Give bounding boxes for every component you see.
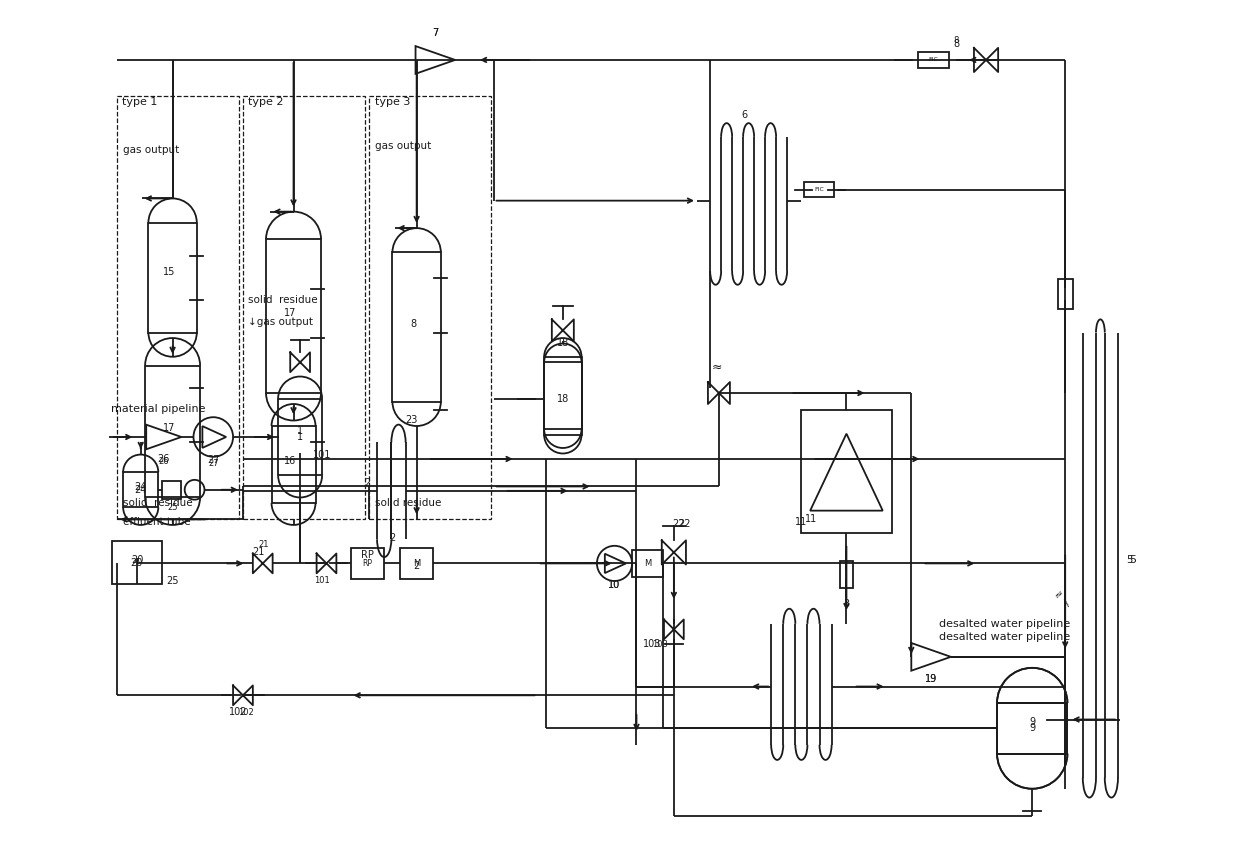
Text: type 3: type 3 bbox=[374, 98, 410, 107]
Text: 24: 24 bbox=[134, 484, 146, 495]
Bar bbox=[544, 362, 582, 435]
Text: M: M bbox=[413, 559, 420, 568]
Text: 8: 8 bbox=[954, 39, 960, 49]
Text: 2: 2 bbox=[413, 561, 420, 571]
Text: solid  residue: solid residue bbox=[248, 295, 319, 305]
Text: 17: 17 bbox=[164, 424, 176, 433]
Text: 20: 20 bbox=[131, 555, 144, 565]
Text: 9: 9 bbox=[1029, 723, 1035, 733]
Text: type 1: type 1 bbox=[122, 98, 157, 107]
Text: 7: 7 bbox=[433, 28, 439, 38]
Bar bbox=[401, 548, 433, 579]
Text: desalted water pipeline: desalted water pipeline bbox=[939, 619, 1070, 629]
Text: 103: 103 bbox=[642, 639, 661, 649]
Text: 27: 27 bbox=[207, 455, 219, 465]
Bar bbox=[997, 703, 1068, 754]
Text: 2: 2 bbox=[365, 479, 371, 489]
Text: solid  residue: solid residue bbox=[123, 498, 192, 508]
Text: 23: 23 bbox=[405, 415, 418, 425]
Text: gas output: gas output bbox=[123, 145, 180, 156]
Text: 26: 26 bbox=[159, 458, 169, 467]
Text: 10: 10 bbox=[609, 579, 621, 590]
Text: 101: 101 bbox=[314, 576, 330, 585]
Text: 6: 6 bbox=[742, 110, 748, 120]
Text: 102: 102 bbox=[238, 708, 254, 717]
Text: 5: 5 bbox=[1126, 555, 1132, 565]
Bar bbox=[918, 51, 949, 68]
Text: 25: 25 bbox=[166, 576, 179, 586]
Text: 11: 11 bbox=[795, 517, 807, 527]
Bar bbox=[544, 357, 582, 429]
Text: 15: 15 bbox=[164, 267, 176, 278]
Text: 8: 8 bbox=[410, 319, 417, 329]
Text: 22: 22 bbox=[672, 519, 684, 529]
Text: ≈: ≈ bbox=[712, 361, 722, 374]
Text: desalted water pipeline: desalted water pipeline bbox=[939, 632, 1070, 643]
Text: 19: 19 bbox=[925, 674, 937, 684]
Bar bbox=[392, 252, 440, 402]
Text: 101: 101 bbox=[312, 450, 331, 460]
Text: 21: 21 bbox=[258, 540, 269, 549]
Bar bbox=[123, 472, 159, 507]
Bar bbox=[278, 399, 322, 475]
Bar bbox=[112, 542, 161, 584]
Text: 102: 102 bbox=[229, 707, 248, 717]
Text: 18: 18 bbox=[557, 338, 569, 347]
Bar bbox=[632, 550, 663, 577]
Text: 3: 3 bbox=[843, 600, 849, 610]
Text: RP: RP bbox=[361, 550, 373, 560]
Text: 20: 20 bbox=[130, 558, 143, 568]
Text: 16: 16 bbox=[284, 457, 296, 467]
Text: 1: 1 bbox=[298, 426, 303, 436]
Bar bbox=[267, 239, 321, 393]
Bar bbox=[272, 426, 315, 503]
Bar bbox=[117, 96, 238, 520]
Text: 26: 26 bbox=[157, 454, 170, 464]
Text: 5: 5 bbox=[1128, 555, 1136, 565]
Text: FIC: FIC bbox=[813, 188, 823, 192]
Bar bbox=[145, 366, 200, 497]
Bar bbox=[243, 96, 365, 520]
Bar bbox=[351, 548, 383, 579]
Text: 9: 9 bbox=[1029, 717, 1035, 727]
Text: 19: 19 bbox=[925, 674, 937, 684]
Text: type 2: type 2 bbox=[248, 98, 284, 107]
Text: effluent tube: effluent tube bbox=[123, 517, 191, 527]
Text: ↓gas output: ↓gas output bbox=[248, 317, 314, 327]
Text: FIC: FIC bbox=[929, 57, 939, 62]
Text: 2: 2 bbox=[389, 533, 396, 543]
Bar bbox=[161, 481, 181, 499]
Text: 18: 18 bbox=[557, 394, 569, 404]
Text: 10: 10 bbox=[609, 579, 621, 590]
Text: 7: 7 bbox=[433, 28, 439, 38]
Text: gas output: gas output bbox=[374, 141, 432, 151]
Text: 103: 103 bbox=[652, 640, 668, 649]
Text: 21: 21 bbox=[252, 547, 264, 557]
Text: 27: 27 bbox=[208, 458, 218, 468]
Text: M: M bbox=[644, 559, 651, 568]
Text: 1: 1 bbox=[298, 432, 303, 442]
Bar bbox=[801, 410, 892, 532]
Text: ≈
/: ≈ / bbox=[1052, 588, 1074, 610]
Bar bbox=[149, 223, 197, 332]
Text: 25: 25 bbox=[167, 503, 177, 511]
Bar bbox=[370, 96, 491, 520]
Text: 11: 11 bbox=[805, 514, 817, 524]
Text: 24: 24 bbox=[134, 482, 146, 492]
Bar bbox=[997, 703, 1068, 754]
Text: 17: 17 bbox=[284, 308, 296, 318]
Text: 8: 8 bbox=[954, 36, 959, 45]
Text: material pipeline: material pipeline bbox=[112, 404, 206, 414]
Text: solid residue: solid residue bbox=[374, 498, 441, 508]
Bar bbox=[839, 561, 853, 588]
Bar bbox=[804, 182, 835, 198]
Bar bbox=[1058, 278, 1073, 309]
Text: RP: RP bbox=[362, 559, 372, 568]
Text: 22: 22 bbox=[678, 519, 691, 529]
